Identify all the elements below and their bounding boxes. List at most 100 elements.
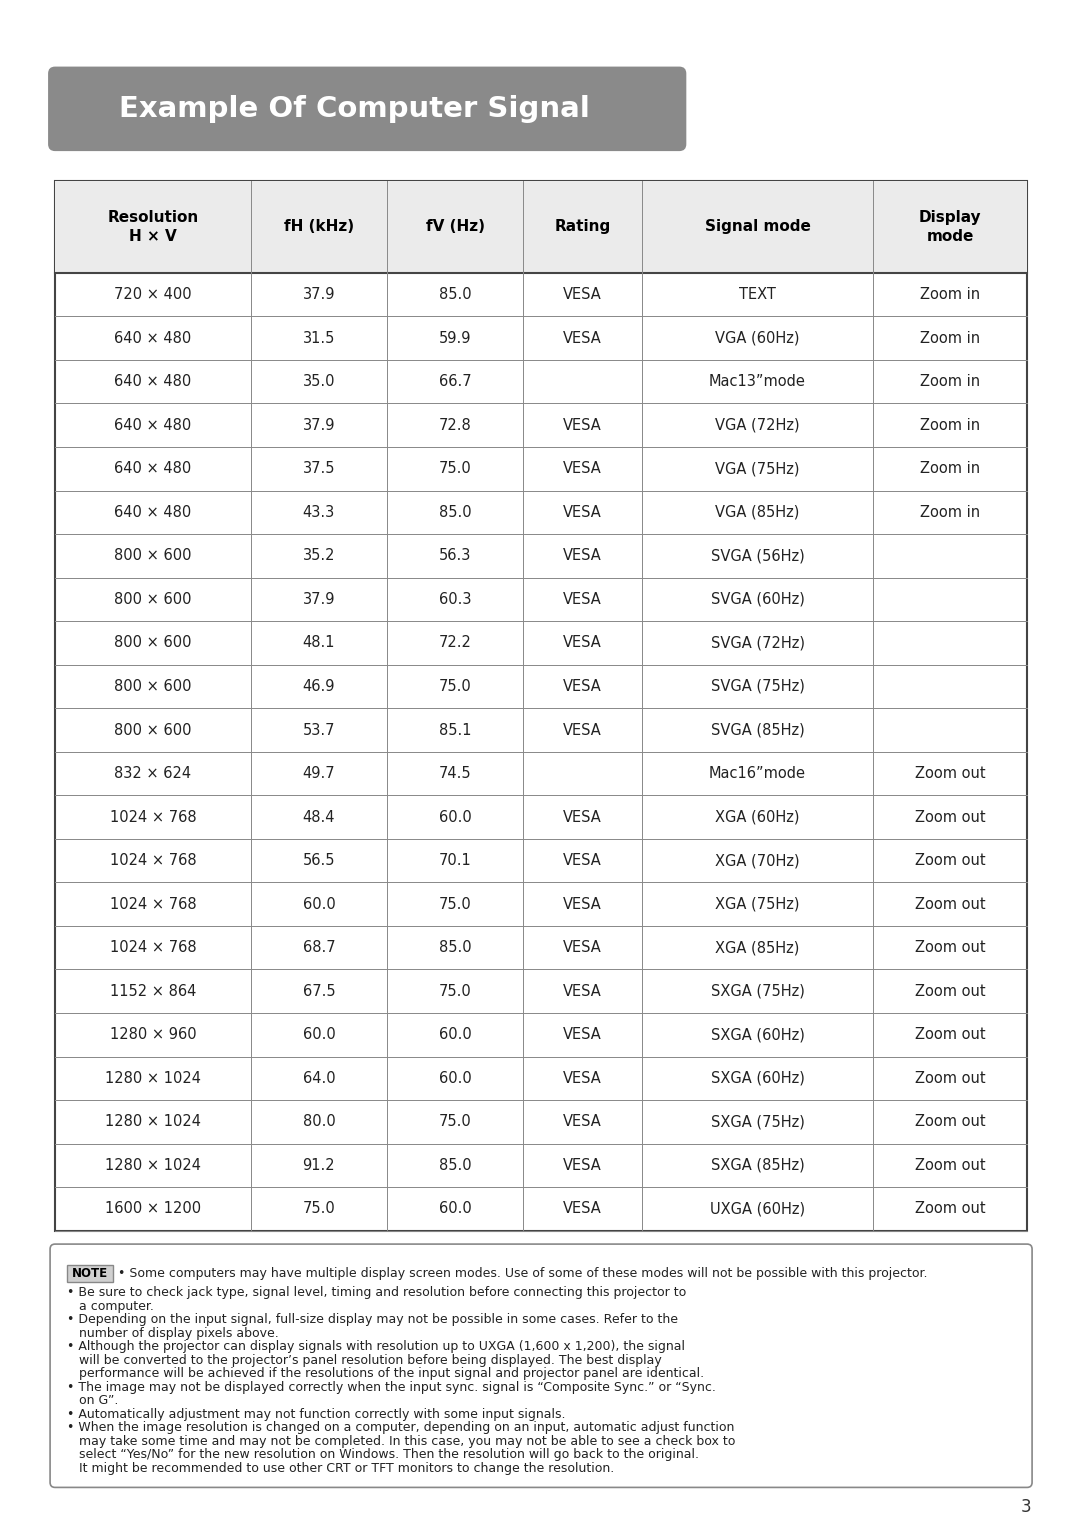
Text: 72.8: 72.8 (438, 419, 472, 432)
Text: Zoom out: Zoom out (915, 1027, 985, 1042)
Text: on G”.: on G”. (67, 1395, 119, 1407)
Text: Zoom out: Zoom out (915, 1114, 985, 1130)
Text: XGA (60Hz): XGA (60Hz) (715, 809, 800, 825)
Text: may take some time and may not be completed. In this case, you may not be able t: may take some time and may not be comple… (67, 1435, 735, 1447)
Text: VESA: VESA (564, 287, 602, 302)
Text: 75.0: 75.0 (438, 461, 472, 477)
Text: 1280 × 960: 1280 × 960 (109, 1027, 197, 1042)
Text: 640 × 480: 640 × 480 (114, 461, 191, 477)
Text: • Although the projector can display signals with resolution up to UXGA (1,600 x: • Although the projector can display sig… (67, 1340, 685, 1354)
Text: Mac16”mode: Mac16”mode (710, 766, 806, 780)
Text: a computer.: a computer. (67, 1300, 154, 1312)
Bar (55, 181, 1027, 273)
Text: VGA (72Hz): VGA (72Hz) (715, 419, 800, 432)
Text: 37.5: 37.5 (302, 461, 335, 477)
Text: Zoom out: Zoom out (915, 854, 985, 868)
Text: 64.0: 64.0 (302, 1072, 335, 1085)
Text: Signal mode: Signal mode (704, 219, 810, 235)
Text: 3: 3 (1021, 1498, 1031, 1516)
Text: Zoom out: Zoom out (915, 1157, 985, 1173)
Text: 800 × 600: 800 × 600 (114, 592, 191, 607)
Text: VESA: VESA (564, 636, 602, 650)
Text: Zoom out: Zoom out (915, 984, 985, 998)
Text: 1280 × 1024: 1280 × 1024 (105, 1072, 201, 1085)
Text: 43.3: 43.3 (302, 504, 335, 520)
Text: Zoom in: Zoom in (920, 374, 981, 389)
Text: Rating: Rating (555, 219, 611, 235)
Text: 31.5: 31.5 (302, 331, 335, 345)
Text: Zoom out: Zoom out (915, 1072, 985, 1085)
Text: 1024 × 768: 1024 × 768 (109, 809, 197, 825)
Text: VESA: VESA (564, 984, 602, 998)
Text: • Automatically adjustment may not function correctly with some input signals.: • Automatically adjustment may not funct… (67, 1407, 566, 1421)
Text: 60.0: 60.0 (438, 1072, 472, 1085)
Text: It might be recommended to use other CRT or TFT monitors to change the resolutio: It might be recommended to use other CRT… (67, 1462, 615, 1475)
Text: SXGA (85Hz): SXGA (85Hz) (711, 1157, 805, 1173)
Text: 60.0: 60.0 (438, 809, 472, 825)
Text: 60.3: 60.3 (438, 592, 472, 607)
Text: 35.2: 35.2 (302, 549, 335, 563)
Text: 640 × 480: 640 × 480 (114, 331, 191, 345)
Text: 91.2: 91.2 (302, 1157, 335, 1173)
Text: 85.0: 85.0 (438, 287, 472, 302)
Text: 85.0: 85.0 (438, 1157, 472, 1173)
Text: VESA: VESA (564, 331, 602, 345)
Text: fV (Hz): fV (Hz) (426, 219, 485, 235)
Text: Zoom in: Zoom in (920, 287, 981, 302)
Text: VESA: VESA (564, 679, 602, 694)
Text: 70.1: 70.1 (438, 854, 472, 868)
Text: 60.0: 60.0 (438, 1202, 472, 1216)
Text: Zoom out: Zoom out (915, 897, 985, 912)
Text: VGA (85Hz): VGA (85Hz) (715, 504, 799, 520)
Text: Example Of Computer Signal: Example Of Computer Signal (119, 95, 590, 123)
Text: select “Yes/No” for the new resolution on Windows. Then the resolution will go b: select “Yes/No” for the new resolution o… (67, 1449, 699, 1461)
Text: VESA: VESA (564, 809, 602, 825)
Text: VESA: VESA (564, 419, 602, 432)
Text: VESA: VESA (564, 592, 602, 607)
Text: 75.0: 75.0 (302, 1202, 335, 1216)
Text: VESA: VESA (564, 549, 602, 563)
Text: 46.9: 46.9 (302, 679, 335, 694)
Text: SVGA (72Hz): SVGA (72Hz) (711, 636, 805, 650)
Text: 48.1: 48.1 (302, 636, 335, 650)
Text: 75.0: 75.0 (438, 1114, 472, 1130)
Text: VESA: VESA (564, 1202, 602, 1216)
Text: SVGA (75Hz): SVGA (75Hz) (711, 679, 805, 694)
Text: 56.5: 56.5 (302, 854, 335, 868)
Text: 56.3: 56.3 (440, 549, 471, 563)
Text: SVGA (85Hz): SVGA (85Hz) (711, 722, 805, 737)
Text: Mac13”mode: Mac13”mode (710, 374, 806, 389)
Text: 85.0: 85.0 (438, 940, 472, 955)
Text: 49.7: 49.7 (302, 766, 335, 780)
Text: performance will be achieved if the resolutions of the input signal and projecto: performance will be achieved if the reso… (67, 1367, 704, 1380)
Text: 832 × 624: 832 × 624 (114, 766, 191, 780)
Text: 68.7: 68.7 (302, 940, 335, 955)
Text: 37.9: 37.9 (302, 419, 335, 432)
Text: 1024 × 768: 1024 × 768 (109, 940, 197, 955)
Text: 1600 × 1200: 1600 × 1200 (105, 1202, 201, 1216)
Text: SVGA (56Hz): SVGA (56Hz) (711, 549, 805, 563)
Text: 37.9: 37.9 (302, 287, 335, 302)
Text: XGA (75Hz): XGA (75Hz) (715, 897, 800, 912)
Text: NOTE: NOTE (72, 1268, 108, 1280)
Text: 35.0: 35.0 (302, 374, 335, 389)
Text: 53.7: 53.7 (302, 722, 335, 737)
Text: 800 × 600: 800 × 600 (114, 549, 191, 563)
Text: SXGA (75Hz): SXGA (75Hz) (711, 1114, 805, 1130)
Text: 1024 × 768: 1024 × 768 (109, 897, 197, 912)
Text: VESA: VESA (564, 1157, 602, 1173)
Text: Zoom in: Zoom in (920, 419, 981, 432)
Text: 59.9: 59.9 (438, 331, 472, 345)
Text: Zoom in: Zoom in (920, 461, 981, 477)
Text: number of display pixels above.: number of display pixels above. (67, 1328, 279, 1340)
Text: • The image may not be displayed correctly when the input sync. signal is “Compo: • The image may not be displayed correct… (67, 1381, 716, 1393)
Text: • When the image resolution is changed on a computer, depending on an input, aut: • When the image resolution is changed o… (67, 1421, 734, 1435)
Text: 640 × 480: 640 × 480 (114, 374, 191, 389)
Text: • Some computers may have multiple display screen modes. Use of some of these mo: • Some computers may have multiple displ… (118, 1268, 928, 1280)
Text: 74.5: 74.5 (438, 766, 472, 780)
Text: fH (kHz): fH (kHz) (284, 219, 354, 235)
Text: SXGA (75Hz): SXGA (75Hz) (711, 984, 805, 998)
Text: 640 × 480: 640 × 480 (114, 419, 191, 432)
Text: 640 × 480: 640 × 480 (114, 504, 191, 520)
FancyBboxPatch shape (50, 1245, 1032, 1487)
